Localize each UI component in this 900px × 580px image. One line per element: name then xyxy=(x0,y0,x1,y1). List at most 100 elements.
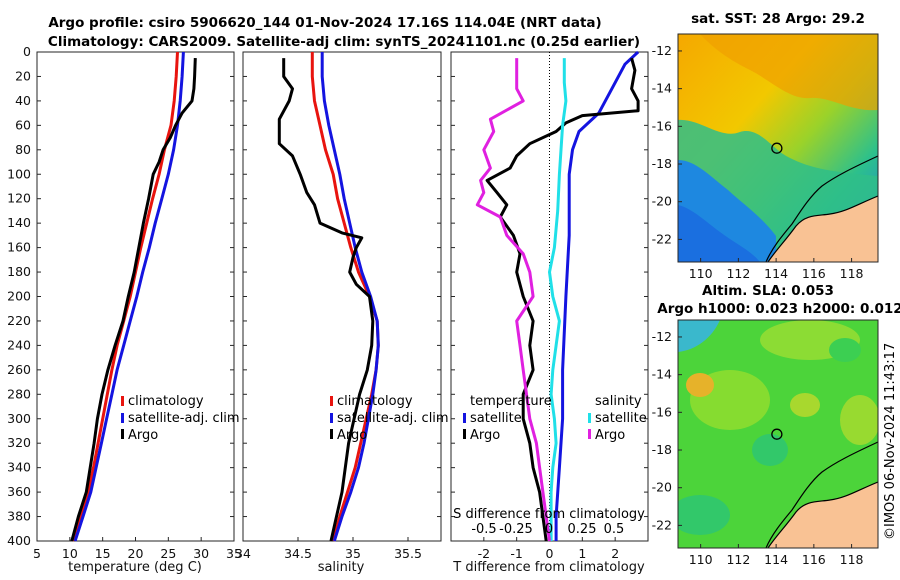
sst-warm-water xyxy=(700,34,878,111)
y-tick-label: 360 xyxy=(7,484,31,499)
sla-high-patch xyxy=(686,373,714,397)
y-tick-label: -22 xyxy=(652,517,672,532)
legend-swatch-climatology xyxy=(330,396,333,406)
y-tick-label: 100 xyxy=(7,166,31,181)
s-tick-label: -0.5 xyxy=(471,522,496,537)
legend-t-argo: Argo xyxy=(470,428,500,443)
temperature-legend: climatology satellite-adj. clim Argo xyxy=(121,394,240,443)
s-tick-label: -0.25 xyxy=(499,522,533,537)
difference-top-xlabel: S difference from climatology xyxy=(453,507,645,522)
series-line-t-satellite xyxy=(554,50,640,541)
y-tick-label: -22 xyxy=(652,231,672,246)
sst-map-title: sat. SST: 28 Argo: 29.2 xyxy=(691,11,865,27)
difference-panel: -2 -1 0 1 2 T difference from climatology S … xyxy=(450,50,649,575)
x-tick-label: 110 xyxy=(689,266,713,281)
y-tick-label: 20 xyxy=(15,68,31,83)
x-tick-label: 114 xyxy=(764,266,788,281)
y-tick-label: 260 xyxy=(7,362,31,377)
legend-s-satellite: satellite xyxy=(595,411,647,426)
y-tick-label: 220 xyxy=(7,313,31,328)
x-tick-label: 116 xyxy=(802,266,826,281)
legend-swatch-t-satellite xyxy=(463,413,466,423)
legend-temperature-title: temperature xyxy=(470,394,552,409)
legend-satellite: satellite-adj. clim xyxy=(128,411,240,426)
sst-coastline xyxy=(767,195,878,262)
y-tick-label: 140 xyxy=(7,215,31,230)
legend-argo: Argo xyxy=(337,428,367,443)
sla-map-subtitle: Argo h1000: 0.023 h2000: 0.012 xyxy=(657,301,900,317)
y-tick-label: 0 xyxy=(23,44,31,59)
x-tick-label: 34.5 xyxy=(284,546,312,561)
sla-patch xyxy=(840,395,878,445)
imos-watermark: ©IMOS 06-Nov-2024 11:43:17 xyxy=(883,343,898,540)
y-tick-label: -18 xyxy=(652,442,672,457)
sla-coastline xyxy=(767,481,878,548)
y-tick-label: 400 xyxy=(7,533,31,548)
legend-swatch-s-argo xyxy=(588,429,591,439)
s-tick-label: 0.25 xyxy=(568,522,597,537)
x-tick-label: 0 xyxy=(546,546,554,561)
legend-swatch-s-satellite xyxy=(588,413,591,423)
y-tick-label: -16 xyxy=(652,404,672,419)
x-tick-label: 118 xyxy=(840,552,864,567)
x-tick-label: 35 xyxy=(345,546,361,561)
x-tick-label: 34 xyxy=(235,546,251,561)
sst-bathymetry-contour xyxy=(765,155,878,262)
sla-low-patch xyxy=(752,434,788,466)
title-line-2: Climatology: CARS2009. Satellite-adj cli… xyxy=(48,34,640,50)
difference-xlabel: T difference from climatology xyxy=(452,560,645,575)
x-tick-label: 1 xyxy=(578,546,586,561)
sla-patch xyxy=(829,338,861,362)
temperature-xlabel: temperature (deg C) xyxy=(68,560,202,575)
argo-location-marker xyxy=(771,428,783,440)
salinity-xlabel: salinity xyxy=(318,560,365,575)
y-tick-label: 180 xyxy=(7,264,31,279)
legend-satellite: satellite-adj. clim xyxy=(337,411,449,426)
sst-map-panel: sat. SST: 28 Argo: 29.2 110 112 114 116 118 … xyxy=(652,11,879,281)
legend-argo: Argo xyxy=(128,428,158,443)
x-tick-label: 116 xyxy=(802,552,826,567)
x-tick-label: 112 xyxy=(726,552,750,567)
y-tick-label: -12 xyxy=(652,43,672,58)
y-tick-label: -20 xyxy=(652,480,672,495)
y-tick-label: 40 xyxy=(15,93,31,108)
sla-map-panel: Altim. SLA: 0.053 Argo h1000: 0.023 h200… xyxy=(652,283,900,567)
sla-field xyxy=(678,320,878,548)
y-tick-label: 340 xyxy=(7,460,31,475)
y-tick-label: 380 xyxy=(7,509,31,524)
x-tick-label: 35 xyxy=(226,546,242,561)
legend-climatology: climatology xyxy=(337,394,413,409)
sla-low-patch xyxy=(678,495,730,535)
difference-legend: temperature satellite Argo salinity sate… xyxy=(463,394,647,443)
series-line-argo xyxy=(70,58,197,542)
y-tick-label: -14 xyxy=(652,367,672,382)
salinity-legend: climatology satellite-adj. clim Argo xyxy=(330,394,449,443)
y-tick-label: 80 xyxy=(15,142,31,157)
y-tick-label: -12 xyxy=(652,329,672,344)
legend-swatch-argo xyxy=(330,429,333,439)
x-tick-label: 112 xyxy=(726,266,750,281)
title-line-1: Argo profile: csiro 5906620_144 01-Nov-2… xyxy=(48,15,601,31)
x-tick-label: 2 xyxy=(611,546,619,561)
salinity-axes xyxy=(242,51,442,542)
y-tick-label: -18 xyxy=(652,156,672,171)
x-tick-label: 110 xyxy=(689,552,713,567)
s-tick-label: 0.5 xyxy=(604,522,625,537)
y-tick-label: 320 xyxy=(7,435,31,450)
series-line-satellite-adj-clim xyxy=(73,51,185,542)
series-line-argo xyxy=(277,58,375,542)
y-tick-label: -16 xyxy=(652,118,672,133)
x-tick-label: 15 xyxy=(95,546,111,561)
y-tick-label: 240 xyxy=(7,337,31,352)
series-line-climatology xyxy=(71,51,179,542)
series-line-s-satellite xyxy=(548,58,568,541)
x-tick-label: -1 xyxy=(510,546,522,561)
x-tick-label: 10 xyxy=(62,546,78,561)
legend-salinity-title: salinity xyxy=(595,394,642,409)
sla-map-title: Altim. SLA: 0.053 xyxy=(702,283,834,299)
legend-s-argo: Argo xyxy=(595,428,625,443)
legend-climatology: climatology xyxy=(128,394,204,409)
legend-swatch-satellite xyxy=(121,413,124,423)
sla-bathymetry-contour xyxy=(765,441,878,548)
